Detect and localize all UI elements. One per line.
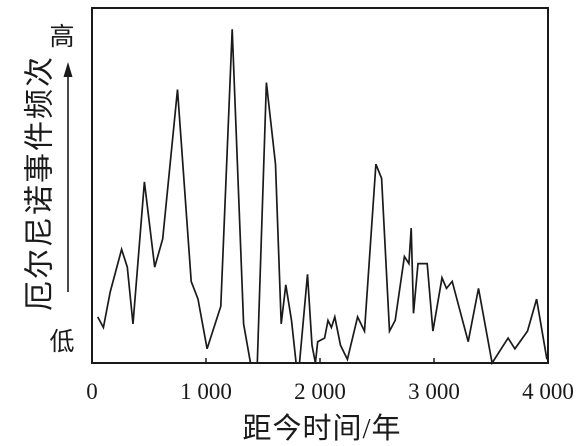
x-axis-ticks: 0 1 000 2 000 3 000 4 000 xyxy=(86,358,574,404)
y-axis-high-label: 高 xyxy=(49,23,74,51)
x-tick-label: 0 xyxy=(86,379,98,404)
arrow-up-icon xyxy=(63,62,73,292)
y-axis-title: 厄尔尼诺事件频次 xyxy=(24,55,57,311)
series-line xyxy=(96,29,548,365)
x-tick-label: 1 000 xyxy=(180,379,232,404)
y-axis-low-label: 低 xyxy=(49,328,74,356)
plot-area xyxy=(96,29,548,365)
x-tick-label: 2 000 xyxy=(294,379,346,404)
x-axis-title: 距今时间/年 xyxy=(242,412,401,445)
x-tick-label: 3 000 xyxy=(408,379,460,404)
plot-frame xyxy=(91,7,549,364)
x-tick-label: 4 000 xyxy=(522,379,574,404)
